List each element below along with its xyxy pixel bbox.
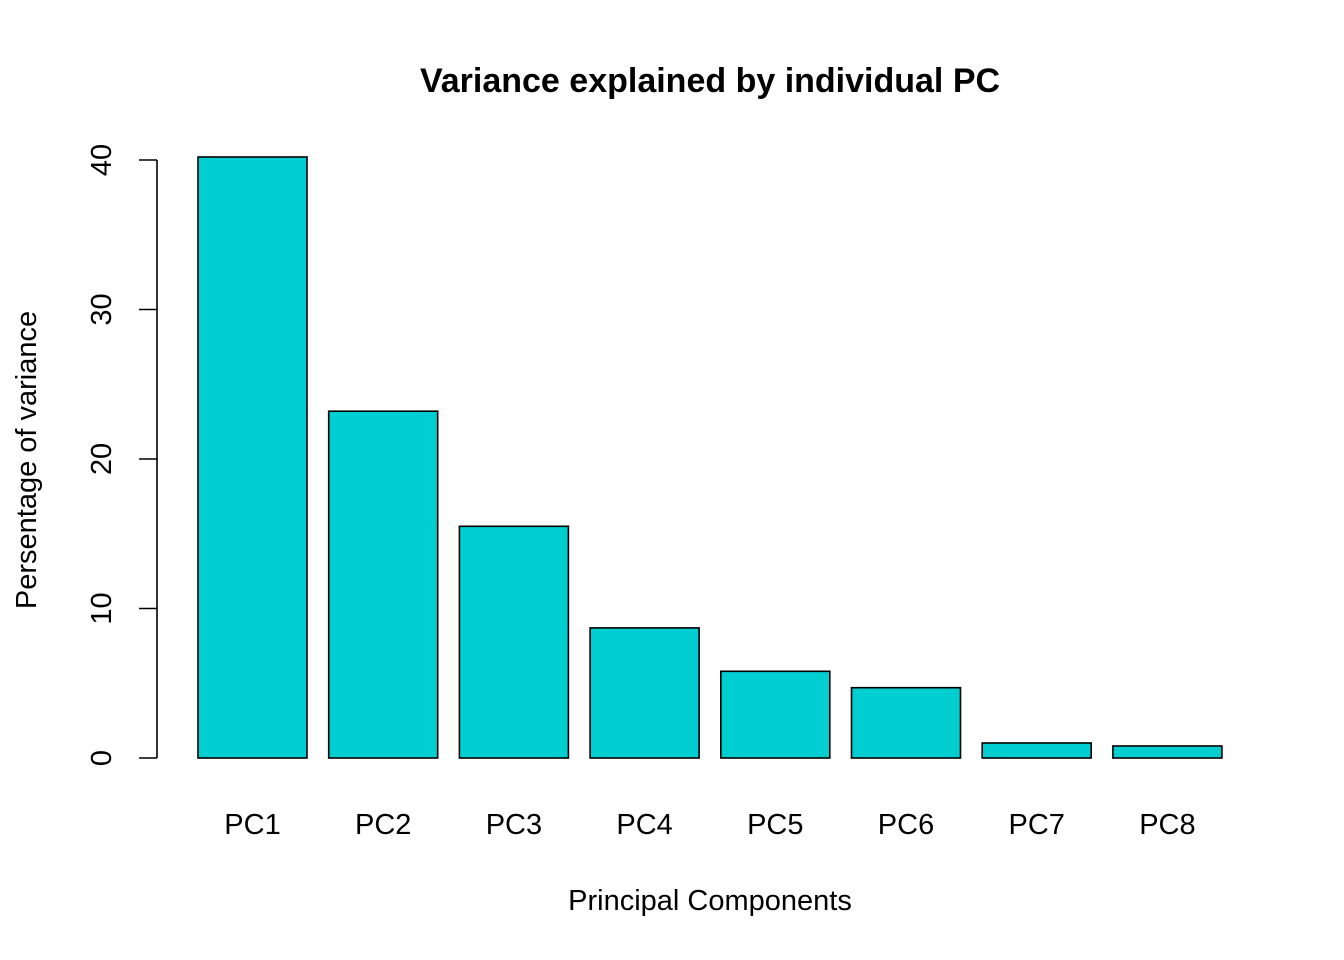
bar-pc4: [589, 627, 700, 759]
x-tick-label-pc3: PC3: [486, 809, 542, 841]
y-tick-label-10: 10: [86, 592, 118, 624]
bars-group: [197, 156, 1223, 759]
x-tick-label-pc2: PC2: [355, 809, 411, 841]
bar-pc7: [981, 742, 1093, 759]
x-tick-label-pc4: PC4: [616, 809, 672, 841]
x-axis-label: Principal Components: [568, 885, 852, 917]
bar-pc1: [197, 156, 308, 759]
y-axis-label: Persentage of variance: [11, 311, 43, 609]
y-tick-label-40: 40: [86, 144, 118, 176]
bar-pc3: [458, 525, 570, 759]
x-axis-labels: PC1 PC2 PC3 PC4 PC5 PC6 PC7 PC8: [224, 809, 1195, 841]
bar-pc2: [327, 410, 439, 759]
y-tick-label-30: 30: [86, 293, 118, 325]
x-tick-label-pc6: PC6: [878, 809, 934, 841]
y-tick-label-0: 0: [86, 750, 118, 766]
x-tick-label-pc7: PC7: [1008, 809, 1064, 841]
x-tick-label-pc8: PC8: [1139, 809, 1195, 841]
bar-pc8: [1112, 745, 1223, 759]
bar-pc5: [719, 670, 831, 759]
x-tick-label-pc5: PC5: [747, 809, 803, 841]
bar-pc6: [850, 686, 962, 759]
x-tick-label-pc1: PC1: [224, 809, 280, 841]
y-axis: 0 10 20 30 40: [86, 144, 158, 766]
chart-title: Variance explained by individual PC: [420, 62, 1000, 100]
y-tick-label-20: 20: [86, 443, 118, 475]
